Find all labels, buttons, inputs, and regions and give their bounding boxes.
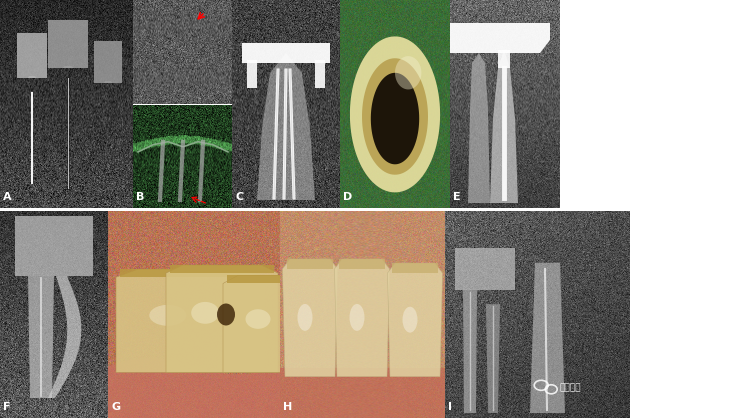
Text: G: G xyxy=(111,402,120,412)
Polygon shape xyxy=(387,263,442,377)
Ellipse shape xyxy=(191,302,219,324)
Polygon shape xyxy=(170,265,274,273)
Polygon shape xyxy=(17,33,47,78)
Ellipse shape xyxy=(298,304,312,331)
Text: I: I xyxy=(448,402,452,412)
Polygon shape xyxy=(450,23,550,53)
Ellipse shape xyxy=(246,309,271,329)
Polygon shape xyxy=(27,76,36,78)
Ellipse shape xyxy=(217,303,235,326)
Polygon shape xyxy=(392,263,438,273)
Polygon shape xyxy=(242,43,330,63)
Polygon shape xyxy=(339,259,385,269)
Polygon shape xyxy=(280,368,445,418)
Polygon shape xyxy=(468,53,490,203)
Polygon shape xyxy=(287,259,333,269)
Polygon shape xyxy=(486,304,500,413)
Text: F: F xyxy=(3,402,10,412)
Ellipse shape xyxy=(402,307,418,333)
Text: D: D xyxy=(343,192,352,202)
Polygon shape xyxy=(498,50,510,68)
Ellipse shape xyxy=(149,305,186,326)
Polygon shape xyxy=(48,20,88,68)
Text: E: E xyxy=(453,192,461,202)
Polygon shape xyxy=(362,58,428,175)
Text: C: C xyxy=(235,192,243,202)
Polygon shape xyxy=(62,66,73,68)
Text: A: A xyxy=(3,192,12,202)
Polygon shape xyxy=(371,73,419,164)
Polygon shape xyxy=(530,263,565,413)
Polygon shape xyxy=(108,358,280,418)
Text: 口腔精英: 口腔精英 xyxy=(559,384,581,393)
Text: B: B xyxy=(136,192,145,202)
Polygon shape xyxy=(395,56,421,89)
Polygon shape xyxy=(463,290,477,413)
Polygon shape xyxy=(283,259,338,377)
Polygon shape xyxy=(116,269,264,372)
Polygon shape xyxy=(455,248,515,290)
Polygon shape xyxy=(28,276,54,398)
Polygon shape xyxy=(15,216,93,276)
Polygon shape xyxy=(223,275,323,372)
Polygon shape xyxy=(103,81,113,83)
Polygon shape xyxy=(48,276,82,398)
Polygon shape xyxy=(490,50,518,203)
Polygon shape xyxy=(335,259,390,377)
Polygon shape xyxy=(350,36,440,192)
Polygon shape xyxy=(247,60,257,88)
Polygon shape xyxy=(227,275,319,283)
Polygon shape xyxy=(315,60,325,88)
Ellipse shape xyxy=(349,304,364,331)
Polygon shape xyxy=(257,53,315,200)
Polygon shape xyxy=(166,265,278,372)
Polygon shape xyxy=(120,269,260,277)
Text: H: H xyxy=(283,402,292,412)
Polygon shape xyxy=(94,41,122,83)
